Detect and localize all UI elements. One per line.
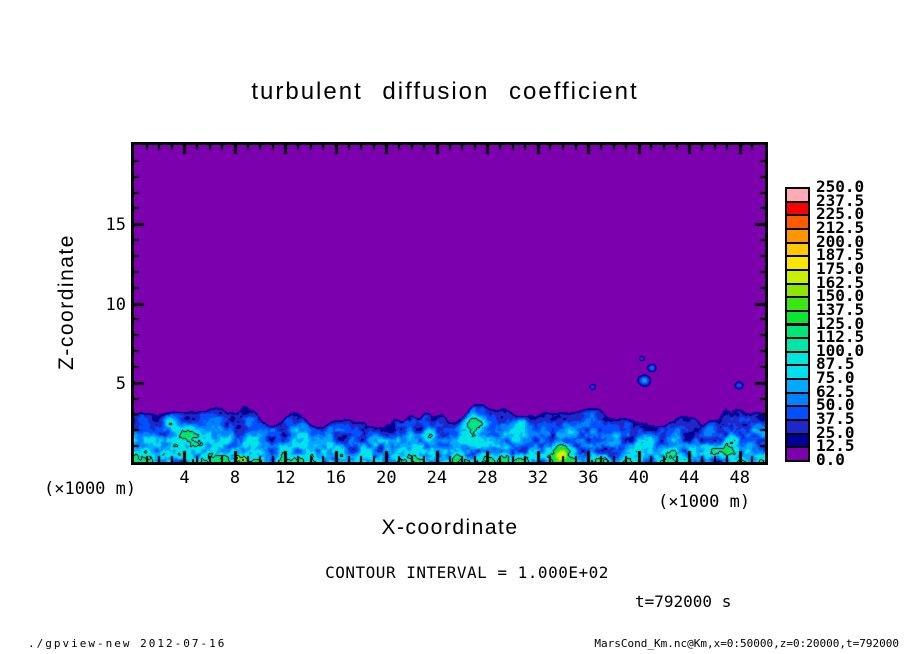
y-tick-label-15: 15 (105, 215, 126, 236)
colorbar-label-100.0: 100.0 (816, 340, 865, 360)
colorbar-label-200.0: 200.0 (816, 231, 865, 251)
colorbar: 250.0 237.5 225.0 212.5 200.0 187.5 175.0 162.5… (785, 179, 864, 468)
plot-frame (131, 142, 768, 465)
z-axis-unit-label: (×1000 m) (44, 479, 137, 499)
y-axis-label: Z-coordinate (55, 234, 78, 370)
footer-dataset-info: MarsCond_Km.nc@Km,x=0:50000,z=0:20000,t=… (594, 637, 899, 650)
x-tick-label-28: 28 (477, 468, 498, 488)
colorbar-label-137.5: 137.5 (816, 299, 865, 319)
x-tick-label-20: 20 (376, 468, 397, 488)
colorbar-label-25.0: 25.0 (816, 422, 855, 442)
colorbar-label-187.5: 187.5 (816, 245, 865, 265)
x-tick-label-40: 40 (628, 468, 650, 488)
x-tick-label-24: 24 (426, 468, 448, 488)
x-tick-label-16: 16 (325, 468, 347, 488)
x-tick-label-8: 8 (229, 468, 241, 488)
y-tick-label-5: 5 (115, 373, 126, 394)
x-tick-label-32: 32 (527, 468, 549, 488)
colorbar-label-125.0: 125.0 (816, 313, 865, 333)
x-tick-label-48: 48 (729, 468, 750, 488)
colorbar-label-112.5: 112.5 (816, 327, 865, 347)
colorbar-label-75.0: 75.0 (816, 368, 855, 388)
y-tick-label-10: 10 (105, 294, 126, 315)
x-tick-label-4: 4 (179, 468, 190, 488)
colorbar-label-150.0: 150.0 (816, 286, 865, 306)
colorbar-label-237.5: 237.5 (816, 190, 865, 210)
colorbar-label-175.0: 175.0 (816, 258, 865, 278)
heatmap-canvas (134, 145, 765, 462)
colorbar-label-212.5: 212.5 (816, 217, 865, 237)
colorbar-label-87.5: 87.5 (816, 354, 855, 374)
contour-interval-note: CONTOUR INTERVAL = 1.000E+02 (325, 563, 609, 582)
x-tick-label-12: 12 (275, 468, 296, 488)
colorbar-label-0.0: 0.0 (816, 450, 845, 469)
x-tick-label-44: 44 (679, 468, 700, 488)
time-note: t=792000 s (635, 592, 732, 611)
colorbar-label-12.5: 12.5 (816, 436, 855, 456)
colorbar-label-62.5: 62.5 (816, 381, 855, 401)
chart-title: turbulent diffusion coefficient (251, 78, 639, 105)
x-axis-unit-label: (×1000 m) (658, 492, 751, 512)
colorbar-cell (785, 446, 810, 462)
colorbar-label-37.5: 37.5 (816, 409, 855, 429)
footer-command-line: ./gpview-new 2012-07-16 (28, 637, 227, 650)
colorbar-label-250.0: 250.0 (816, 177, 865, 196)
colorbar-label-162.5: 162.5 (816, 272, 865, 292)
x-tick-label-36: 36 (578, 468, 599, 488)
x-axis-label: X-coordinate (381, 516, 519, 539)
colorbar-label-50.0: 50.0 (816, 395, 855, 415)
colorbar-label-225.0: 225.0 (816, 204, 865, 224)
